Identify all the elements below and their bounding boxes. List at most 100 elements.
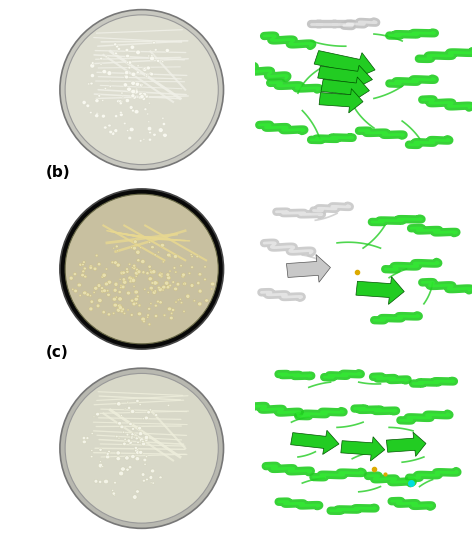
Ellipse shape: [154, 254, 156, 256]
Ellipse shape: [142, 479, 146, 482]
Ellipse shape: [144, 416, 148, 420]
Ellipse shape: [146, 95, 148, 98]
Polygon shape: [291, 430, 339, 455]
Ellipse shape: [79, 263, 82, 266]
Ellipse shape: [117, 402, 121, 406]
Ellipse shape: [150, 303, 152, 305]
Ellipse shape: [120, 306, 122, 308]
Ellipse shape: [86, 104, 90, 108]
Ellipse shape: [125, 98, 129, 103]
Ellipse shape: [148, 138, 152, 141]
Ellipse shape: [107, 280, 111, 284]
Ellipse shape: [96, 413, 100, 416]
Ellipse shape: [129, 105, 133, 109]
Ellipse shape: [162, 285, 166, 289]
Ellipse shape: [141, 84, 143, 86]
Ellipse shape: [162, 117, 164, 119]
Ellipse shape: [133, 264, 136, 267]
Ellipse shape: [114, 129, 118, 132]
Ellipse shape: [149, 277, 153, 280]
Ellipse shape: [105, 455, 110, 459]
Ellipse shape: [115, 245, 118, 248]
Ellipse shape: [143, 320, 146, 323]
Ellipse shape: [91, 74, 94, 77]
Ellipse shape: [151, 54, 153, 56]
Ellipse shape: [148, 242, 151, 243]
Ellipse shape: [132, 302, 136, 306]
Ellipse shape: [130, 437, 133, 439]
Ellipse shape: [89, 266, 92, 269]
Ellipse shape: [130, 246, 133, 249]
Ellipse shape: [142, 67, 147, 72]
Ellipse shape: [147, 410, 150, 414]
Ellipse shape: [150, 482, 152, 484]
Ellipse shape: [136, 273, 138, 275]
Ellipse shape: [152, 482, 155, 484]
Ellipse shape: [133, 267, 136, 270]
Ellipse shape: [138, 450, 143, 454]
Ellipse shape: [90, 300, 93, 303]
Ellipse shape: [126, 54, 129, 58]
Ellipse shape: [135, 457, 140, 461]
Ellipse shape: [126, 268, 128, 271]
Ellipse shape: [142, 97, 146, 101]
Ellipse shape: [89, 307, 93, 311]
Ellipse shape: [119, 102, 122, 105]
Ellipse shape: [89, 265, 92, 268]
Ellipse shape: [82, 436, 86, 440]
Ellipse shape: [125, 456, 129, 460]
Ellipse shape: [97, 284, 101, 287]
Ellipse shape: [120, 414, 122, 416]
Ellipse shape: [136, 490, 139, 493]
Polygon shape: [314, 51, 375, 80]
Ellipse shape: [102, 310, 105, 314]
Ellipse shape: [120, 285, 122, 286]
Ellipse shape: [172, 281, 174, 284]
Ellipse shape: [182, 273, 185, 277]
Ellipse shape: [161, 273, 163, 275]
Ellipse shape: [152, 291, 156, 294]
Ellipse shape: [136, 250, 140, 254]
Ellipse shape: [135, 82, 140, 86]
Ellipse shape: [151, 469, 155, 473]
Ellipse shape: [138, 431, 143, 436]
Ellipse shape: [95, 99, 99, 103]
Ellipse shape: [134, 89, 138, 94]
Ellipse shape: [143, 458, 147, 462]
Ellipse shape: [136, 451, 140, 455]
Ellipse shape: [149, 476, 153, 479]
Ellipse shape: [156, 59, 160, 62]
Ellipse shape: [135, 449, 139, 452]
Ellipse shape: [127, 61, 128, 63]
Ellipse shape: [73, 273, 76, 275]
Ellipse shape: [132, 246, 137, 250]
Ellipse shape: [210, 288, 213, 290]
Ellipse shape: [146, 74, 148, 76]
Ellipse shape: [122, 271, 125, 274]
Ellipse shape: [153, 133, 156, 136]
Ellipse shape: [102, 466, 104, 468]
Ellipse shape: [141, 442, 146, 446]
Ellipse shape: [83, 291, 87, 295]
Ellipse shape: [112, 490, 114, 491]
Ellipse shape: [162, 123, 165, 125]
Ellipse shape: [127, 87, 131, 91]
Ellipse shape: [131, 267, 133, 268]
Ellipse shape: [95, 115, 98, 117]
Ellipse shape: [102, 273, 106, 277]
Ellipse shape: [125, 48, 129, 52]
Ellipse shape: [176, 282, 180, 286]
Ellipse shape: [198, 302, 202, 306]
Ellipse shape: [141, 473, 145, 476]
Ellipse shape: [137, 259, 140, 261]
Ellipse shape: [146, 66, 150, 70]
Ellipse shape: [146, 272, 149, 275]
Ellipse shape: [82, 101, 86, 104]
Ellipse shape: [104, 282, 109, 286]
Ellipse shape: [133, 90, 137, 94]
Ellipse shape: [138, 426, 142, 430]
Ellipse shape: [82, 270, 85, 273]
Ellipse shape: [123, 313, 126, 314]
Ellipse shape: [86, 437, 89, 440]
Ellipse shape: [108, 450, 110, 453]
